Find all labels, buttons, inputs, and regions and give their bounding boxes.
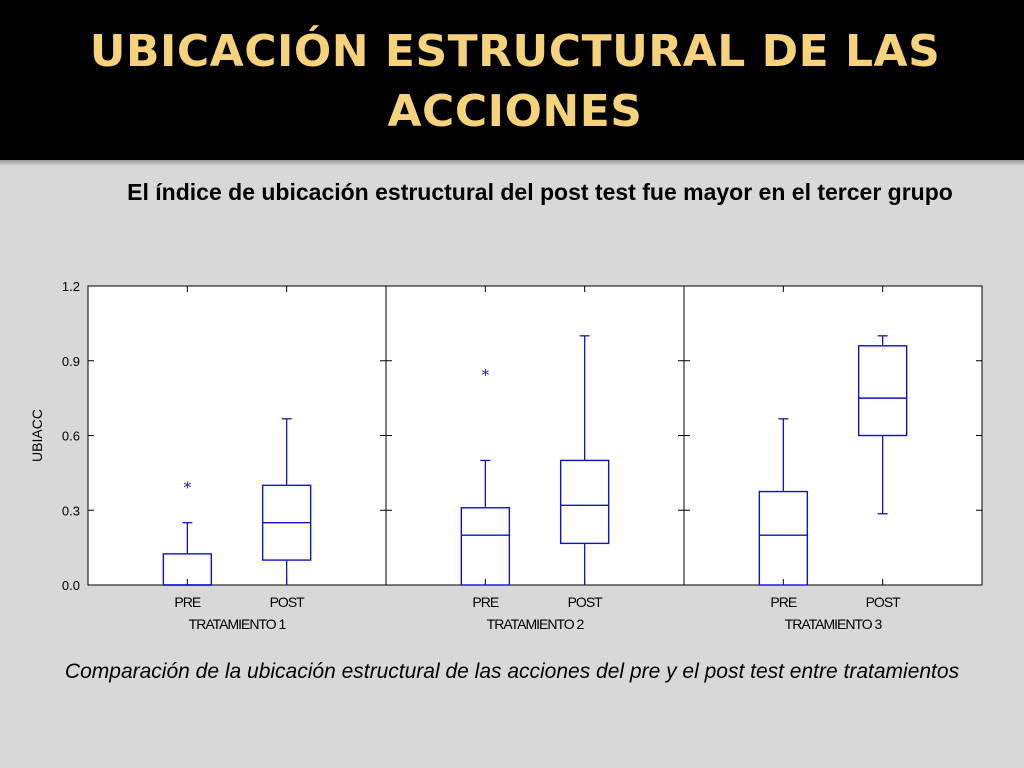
boxplot-chart: 0.0 0.3 0.6 0.9 1.2 UBIACC TRATAMIENTO 1 PRE * PO… xyxy=(29,279,983,632)
chart-caption: Comparación de la ubicación estructural … xyxy=(64,660,960,683)
plot-area xyxy=(87,285,983,586)
x-category-label: PRE xyxy=(770,594,796,610)
x-category-label: POST xyxy=(270,594,306,610)
y-tick-label: 0.6 xyxy=(62,429,80,444)
x-category-label: POST xyxy=(568,594,604,610)
slide-title-line-1: UBICACIÓN ESTRUCTURAL DE LAS xyxy=(89,26,941,77)
y-tick-label: 0.0 xyxy=(62,578,80,593)
title-divider xyxy=(0,160,1024,166)
y-tick-label: 1.2 xyxy=(62,279,80,294)
box-iqr xyxy=(857,345,908,437)
x-category-label: PRE xyxy=(472,594,498,610)
panel-label: TRATAMIENTO 3 xyxy=(785,616,883,632)
panel-label: TRATAMIENTO 2 xyxy=(487,616,585,632)
slide-title-line-2: ACCIONES xyxy=(387,86,643,137)
title-bar xyxy=(0,0,1024,160)
outlier-marker: * xyxy=(482,366,490,384)
slide-title: UBICACIÓN ESTRUCTURAL DE LAS ACCIONES xyxy=(0,22,1024,142)
y-tick-label: 0.3 xyxy=(62,503,80,518)
box-iqr xyxy=(460,507,511,586)
outlier-marker: * xyxy=(184,478,192,496)
x-category-label: POST xyxy=(866,594,902,610)
y-tick-label: 0.9 xyxy=(62,354,80,369)
x-category-label: PRE xyxy=(174,594,200,610)
box-iqr xyxy=(758,490,809,586)
box-iqr xyxy=(559,459,610,545)
panel-label: TRATAMIENTO 1 xyxy=(189,616,287,632)
y-axis-label: UBIACC xyxy=(29,409,45,462)
slide-subtitle: El índice de ubicación estructural del p… xyxy=(127,179,953,205)
